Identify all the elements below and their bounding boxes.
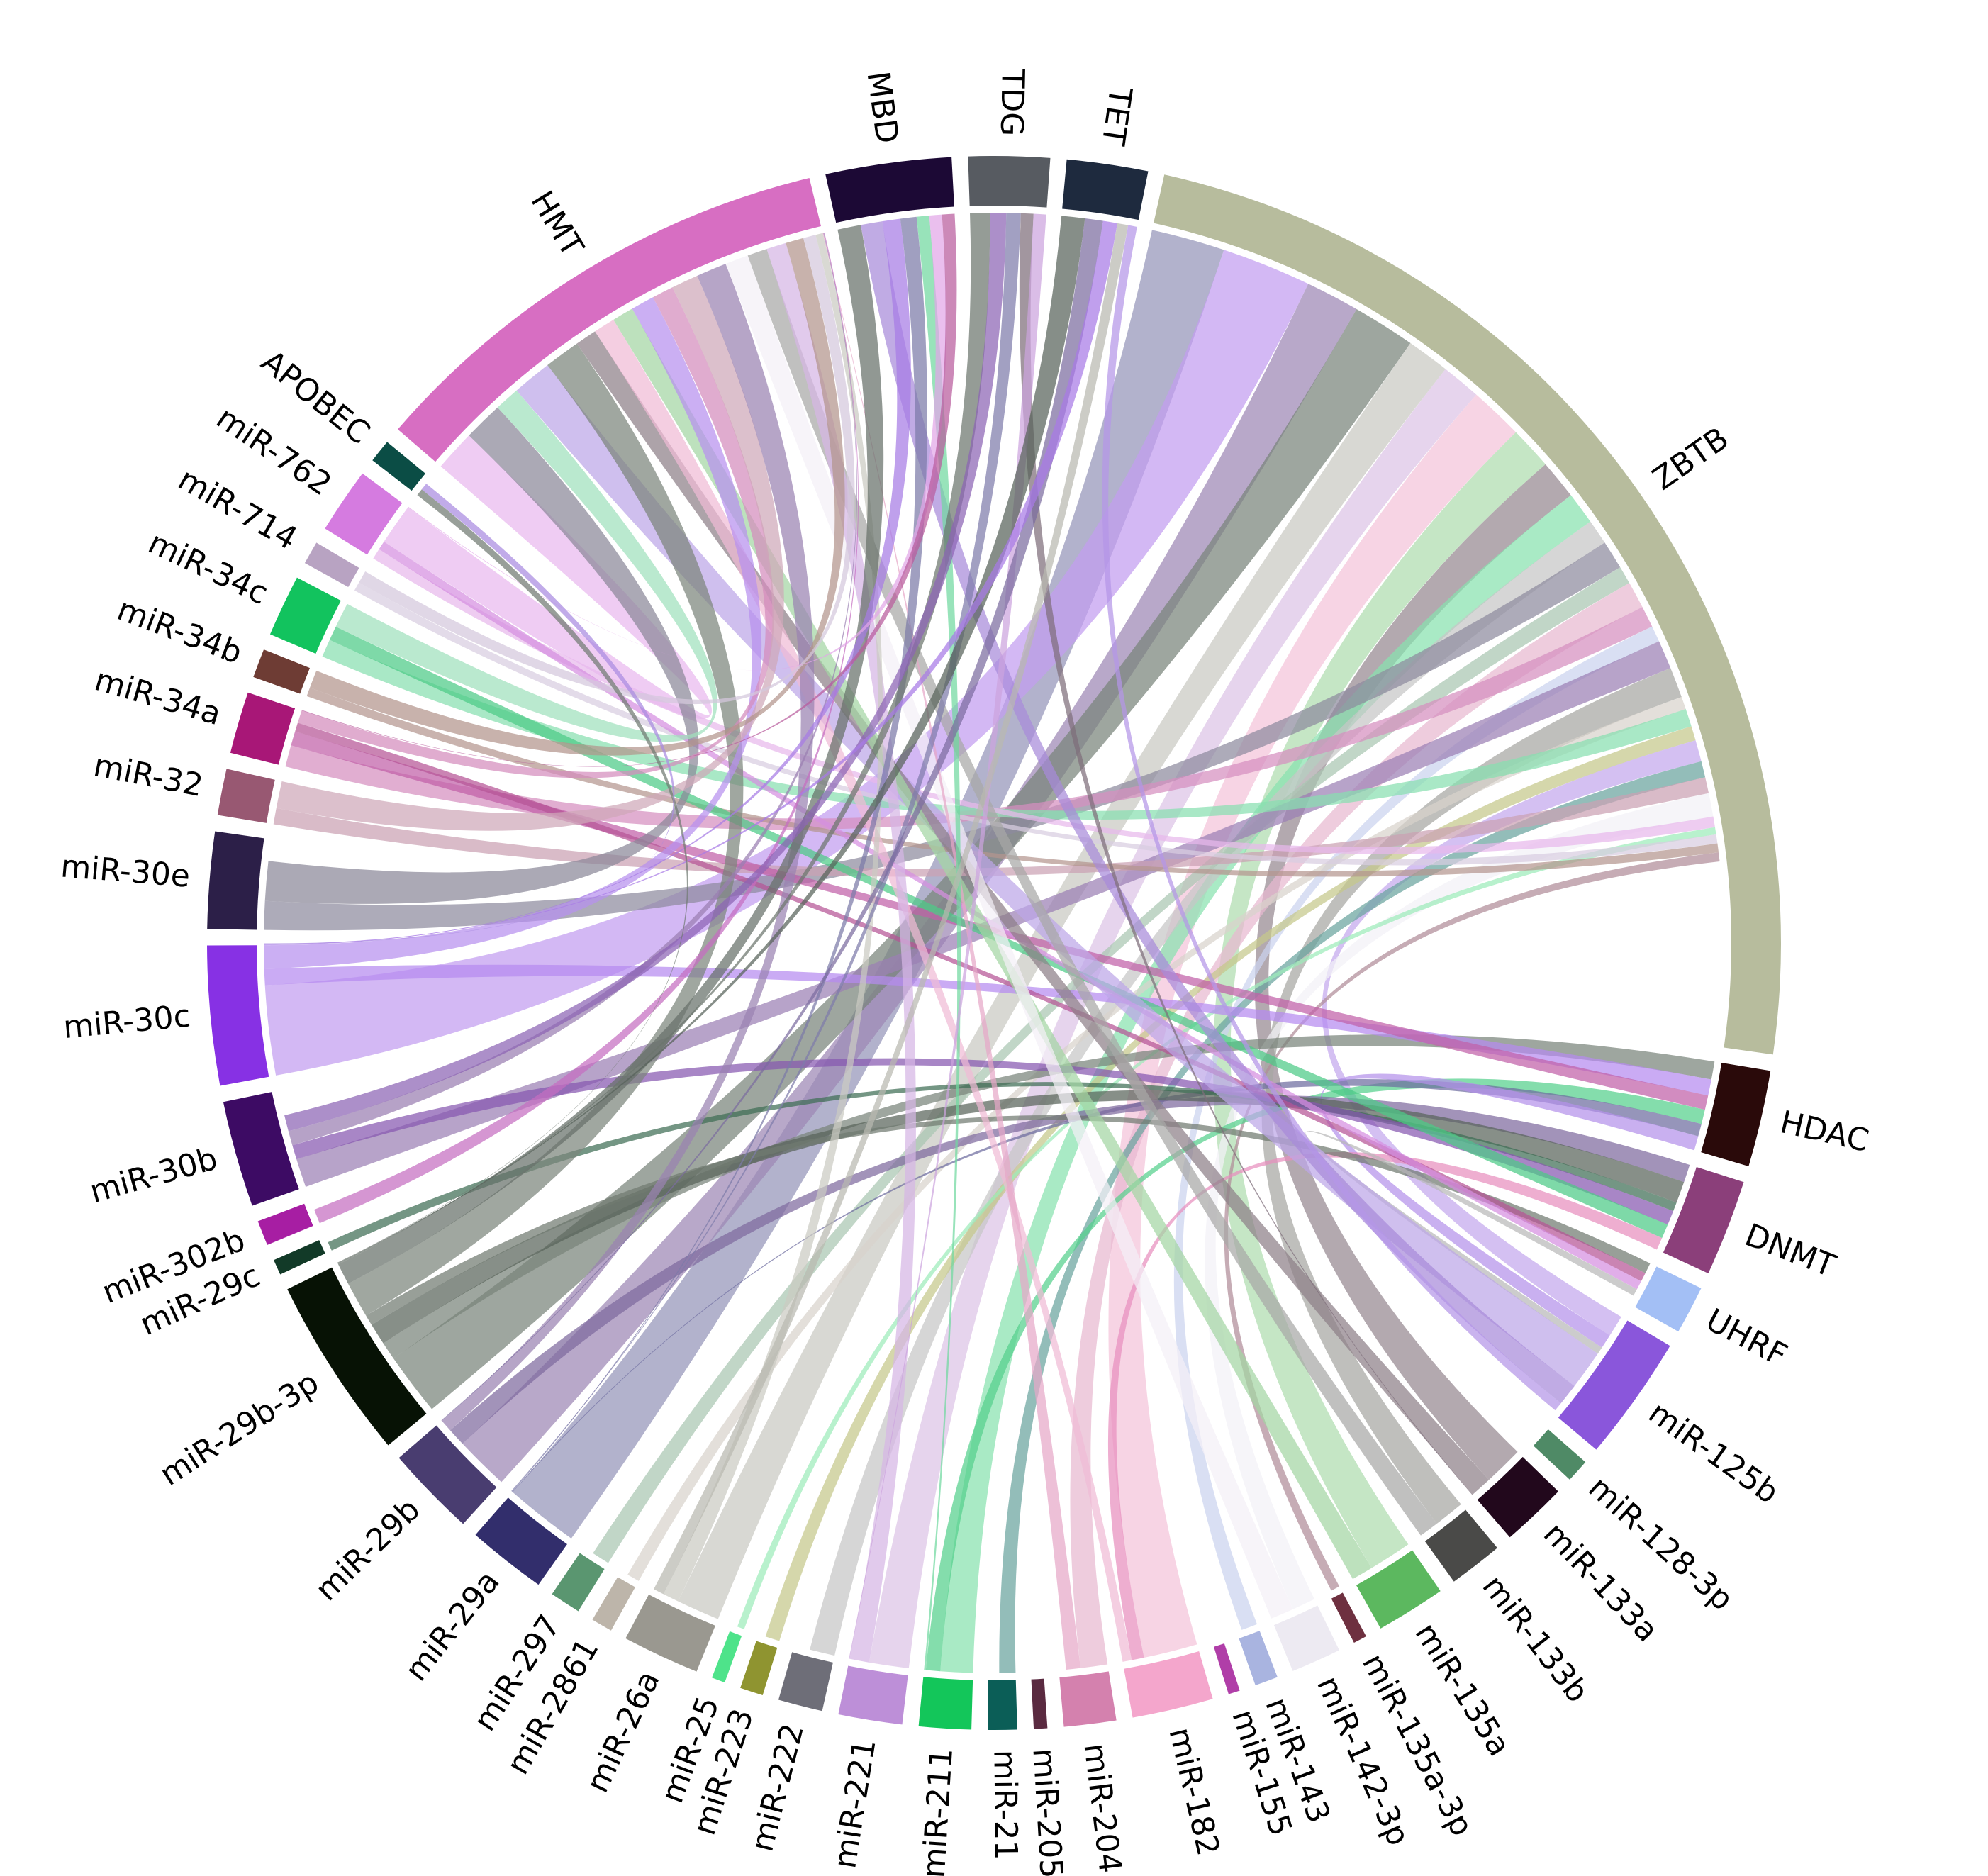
sector-arc-mir-29b [398, 1425, 497, 1524]
sector-arc-apobec [372, 442, 425, 491]
sector-label-tdg: TDG [993, 68, 1031, 137]
sector-label-hdac: HDAC [1777, 1104, 1872, 1159]
sector-arc-mir-155 [1214, 1643, 1240, 1694]
link-zbtb-mir-143 [1173, 626, 1660, 1630]
sector-arc-mir-211 [918, 1677, 973, 1730]
link-zbtb-mir-34b [306, 687, 1719, 877]
sector-label-mir-30e: miR-30e [60, 848, 191, 894]
sector-label-hmt: HMT [523, 185, 591, 263]
sector-label-dnmt: DNMT [1740, 1217, 1840, 1284]
link-hmt-mir-34b [310, 238, 845, 756]
sector-arc-mir-30b [223, 1092, 299, 1206]
sector-arc-mbd [825, 157, 954, 223]
sector-label-mir-222: miR-222 [744, 1720, 811, 1855]
sector-label-mir-30b: miR-30b [86, 1141, 221, 1210]
sector-arc-mir-32 [217, 769, 275, 823]
sector-arc-mir-34a [230, 692, 296, 765]
sector-arc-mir-25 [712, 1631, 742, 1683]
sector-label-mir-205: miR-205 [1025, 1747, 1069, 1876]
sector-label-mir-211: miR-211 [916, 1747, 960, 1876]
sector-arc-mir-21 [988, 1680, 1017, 1730]
link-zbtb-mir-182 [1108, 394, 1517, 1658]
sector-arc-mir-29c [274, 1240, 325, 1275]
link-hmt-mir-34a [297, 287, 774, 778]
link-zbtb-mir-30b [296, 641, 1671, 1187]
sector-label-mir-30c: miR-30c [62, 998, 192, 1046]
sector-arc-mir-762 [325, 473, 403, 555]
sector-label-tet: TET [1095, 84, 1139, 147]
sector-arc-mir-135a [1356, 1550, 1441, 1629]
sector-arc-mir-135a-3p [1331, 1592, 1366, 1643]
link-hmt-mir-34c [335, 390, 717, 742]
link-tet-mir-125b [1102, 225, 1561, 1411]
link-tdg-mir-221 [849, 213, 1046, 1659]
link-hmt-mir-30e [264, 407, 699, 904]
sector-label-mbd: MBD [859, 69, 905, 145]
sector-arc-mir-30e [207, 831, 264, 930]
link-hmt-mir-29b-3p [348, 343, 744, 1316]
sector-arc-mir-34b [253, 649, 311, 694]
sector-arc-uhrf [1635, 1266, 1702, 1332]
sector-arc-mir-223 [740, 1641, 778, 1695]
sector-arc-mir-142-3p [1273, 1605, 1340, 1671]
sector-label-mir-29b-3p: miR-29b-3p [154, 1364, 325, 1493]
sector-arc-zbtb [1154, 174, 1782, 1055]
sector-arc-tet [1062, 159, 1149, 220]
link-dnmt-mir-34c [329, 626, 1668, 1239]
sector-arc-mir-29a [475, 1497, 567, 1585]
sector-label-mir-34a: miR-34a [91, 661, 225, 732]
link-hdac-mir-30c [264, 964, 1711, 1096]
sector-arc-mir-182 [1124, 1651, 1213, 1718]
sector-label-mir-204: miR-204 [1076, 1741, 1128, 1875]
sector-arc-hmt [398, 177, 821, 462]
link-hdac-mir-34a [291, 731, 1709, 1110]
link-uhrf-mir-762 [379, 541, 1641, 1290]
sector-arc-mir-29b-3p [287, 1267, 427, 1446]
sector-arc-mir-221 [838, 1665, 908, 1725]
sector-label-zbtb: ZBTB [1646, 420, 1736, 498]
sector-label-mir-34b: miR-34b [112, 591, 247, 671]
sector-label-mir-21: miR-21 [986, 1750, 1024, 1860]
sector-arc-mir-133b [1424, 1509, 1497, 1582]
sector-label-mir-133b: miR-133b [1475, 1569, 1596, 1710]
sector-arc-mir-2861 [592, 1577, 635, 1631]
sector-label-mir-182: miR-182 [1161, 1724, 1226, 1860]
sector-arc-mir-204 [1059, 1671, 1117, 1727]
sector-arc-mir-297 [552, 1553, 605, 1612]
sector-arc-hdac [1701, 1062, 1771, 1167]
link-zbtb-mir-30c [264, 250, 1309, 1076]
sector-arc-mir-128-3p [1533, 1429, 1586, 1480]
link-zbtb-mir-29a [513, 230, 1224, 1539]
sector-label-mir-32: miR-32 [91, 747, 206, 804]
sector-arc-mir-34c [269, 577, 341, 654]
link-mbd-mir-211 [916, 216, 961, 1670]
sector-label-mir-29a: miR-29a [398, 1564, 507, 1688]
sector-label-mir-221: miR-221 [827, 1736, 883, 1870]
sector-arc-mir-125b [1558, 1320, 1670, 1450]
sector-arc-dnmt [1663, 1166, 1744, 1274]
sector-arc-mir-133a [1477, 1456, 1558, 1538]
sector-label-mir-26a: miR-26a [579, 1665, 667, 1798]
sector-arc-mir-143 [1239, 1631, 1278, 1685]
sector-label-mir-125b: miR-125b [1642, 1395, 1785, 1511]
sector-arc-mir-205 [1031, 1678, 1048, 1729]
sector-label-mir-29b: miR-29b [308, 1492, 427, 1609]
sector-arc-mir-26a [625, 1594, 715, 1672]
link-hmt-mir-204 [822, 233, 1081, 1670]
link-zbtb-mir-26a [678, 342, 1446, 1619]
link-zbtb-mir-29b-3p [393, 308, 1411, 1409]
sector-arc-mir-714 [304, 542, 359, 587]
sector-arc-mir-30c [207, 945, 269, 1086]
sector-arc-mir-222 [778, 1652, 833, 1712]
sector-arc-tdg [968, 156, 1051, 208]
sector-arcs [207, 156, 1782, 1730]
link-hmt-mir-762 [384, 435, 712, 719]
sector-arc-mir-302b [257, 1203, 313, 1245]
sector-label-uhrf: UHRF [1700, 1302, 1793, 1374]
chord-ribbons [264, 212, 1720, 1673]
